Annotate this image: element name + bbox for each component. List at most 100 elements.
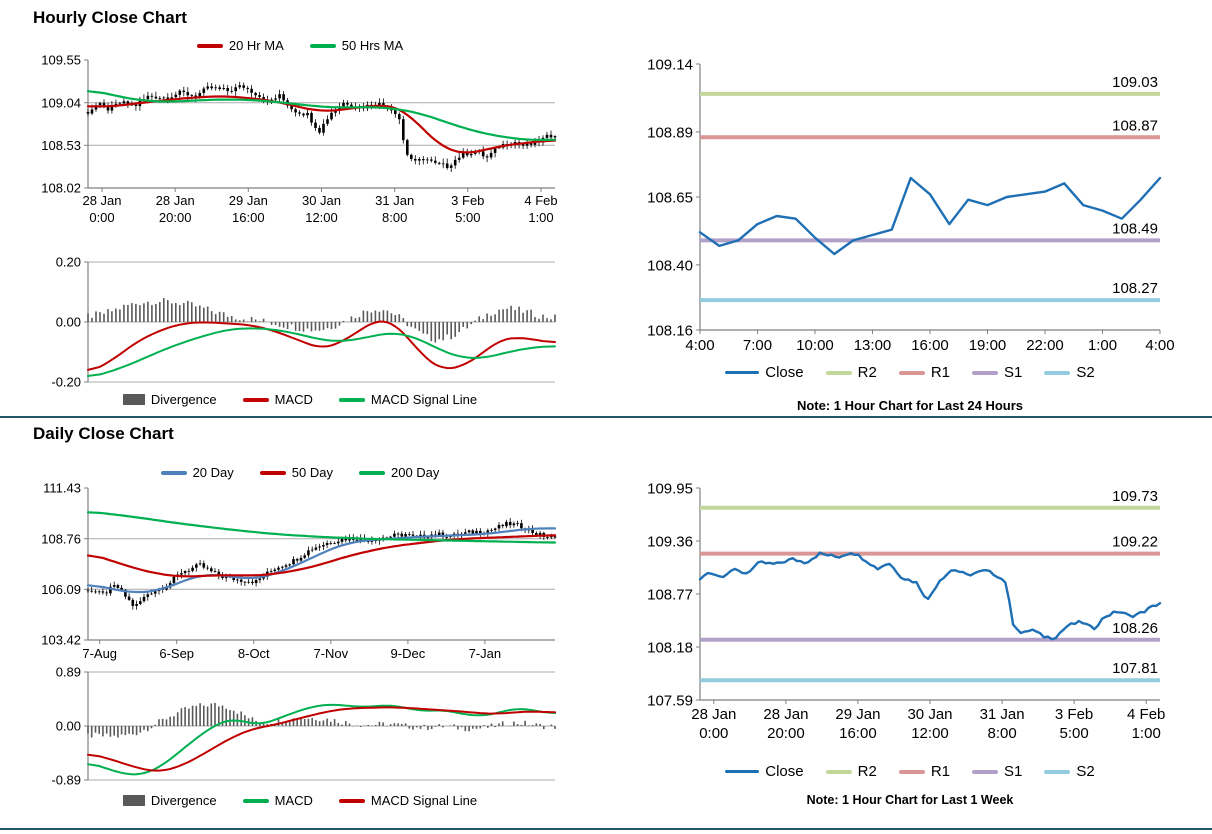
bottom-divider [0, 828, 1212, 830]
legend-label: Close [765, 364, 804, 381]
ma50d-line-swatch [259, 470, 286, 475]
svg-text:1:00: 1:00 [1132, 725, 1161, 742]
legend-label: 50 Hrs MA [341, 38, 404, 53]
svg-text:109.04: 109.04 [41, 95, 81, 110]
ma50-line-swatch [309, 43, 336, 48]
svg-text:107.81: 107.81 [1112, 660, 1158, 677]
divergence-swatch [122, 795, 145, 806]
legend-label: S1 [1004, 364, 1023, 381]
svg-text:108.89: 108.89 [647, 124, 693, 141]
legend-label: MACD Signal Line [370, 392, 478, 407]
svg-text:9-Dec: 9-Dec [391, 646, 426, 661]
svg-text:29 Jan: 29 Jan [835, 706, 880, 723]
svg-text:4:00: 4:00 [1145, 337, 1174, 354]
legend-item-close: Close [725, 763, 804, 780]
s1-swatch [972, 370, 998, 375]
svg-text:108.76: 108.76 [41, 531, 81, 546]
section-divider [0, 416, 1212, 418]
ma20d-line-swatch [160, 470, 187, 475]
svg-text:7-Aug: 7-Aug [82, 646, 117, 661]
svg-text:12:00: 12:00 [911, 725, 949, 742]
r1-swatch [898, 370, 925, 375]
svg-text:16:00: 16:00 [839, 725, 877, 742]
svg-text:-0.89: -0.89 [51, 773, 81, 788]
legend-label: R2 [857, 763, 877, 780]
svg-text:16:00: 16:00 [232, 210, 265, 225]
legend-label: S2 [1076, 763, 1095, 780]
svg-text:8:00: 8:00 [987, 725, 1016, 742]
svg-text:7:00: 7:00 [743, 337, 772, 354]
hourly-macd-legend: Divergence MACD MACD Signal Line [30, 392, 570, 407]
svg-text:108.27: 108.27 [1112, 280, 1158, 297]
legend-label: MACD [274, 793, 313, 808]
legend-item-divergence: Divergence [122, 793, 217, 808]
svg-text:22:00: 22:00 [1026, 337, 1064, 354]
legend-item-macd-signal: MACD Signal Line [338, 392, 478, 407]
legend-item-r1: R1 [898, 364, 950, 381]
svg-text:106.09: 106.09 [41, 582, 81, 597]
svg-text:28 Jan: 28 Jan [156, 193, 195, 208]
hourly-sr-legend: Close R2 R1 S1 S2 [615, 364, 1205, 381]
legend-label: MACD Signal Line [370, 793, 478, 808]
svg-text:108.87: 108.87 [1112, 117, 1158, 134]
macd-signal-line-swatch [338, 798, 365, 803]
svg-text:109.03: 109.03 [1112, 74, 1158, 91]
svg-text:13:00: 13:00 [854, 337, 892, 354]
svg-text:108.77: 108.77 [647, 586, 693, 603]
s2-swatch [1044, 370, 1071, 375]
legend-label: Divergence [150, 392, 217, 407]
hourly-ma-legend: 20 Hr MA 50 Hrs MA [30, 38, 570, 53]
svg-text:30 Jan: 30 Jan [302, 193, 341, 208]
svg-text:4 Feb: 4 Feb [524, 193, 557, 208]
legend-label: 50 Day [291, 465, 333, 480]
svg-text:3 Feb: 3 Feb [451, 193, 484, 208]
daily-sr-legend: Close R2 R1 S1 S2 [615, 763, 1205, 780]
s2-swatch [1044, 769, 1071, 774]
svg-text:6-Sep: 6-Sep [159, 646, 194, 661]
svg-text:8-Oct: 8-Oct [238, 646, 270, 661]
legend-item-20hr-ma: 20 Hr MA [196, 38, 284, 53]
svg-text:0.89: 0.89 [56, 665, 81, 680]
legend-item-macd: MACD [242, 392, 313, 407]
svg-text:7-Nov: 7-Nov [313, 646, 348, 661]
svg-text:107.59: 107.59 [647, 692, 693, 709]
svg-text:108.26: 108.26 [1112, 620, 1158, 637]
svg-text:111.43: 111.43 [43, 481, 81, 496]
svg-text:108.02: 108.02 [41, 181, 81, 196]
svg-text:109.73: 109.73 [1112, 488, 1158, 505]
svg-text:1:00: 1:00 [528, 210, 553, 225]
svg-text:20:00: 20:00 [159, 210, 192, 225]
svg-text:16:00: 16:00 [911, 337, 949, 354]
svg-text:5:00: 5:00 [1059, 725, 1088, 742]
legend-label: S1 [1004, 763, 1023, 780]
macd-signal-line-swatch [338, 397, 365, 402]
legend-label: R2 [857, 364, 877, 381]
ma20-line-swatch [196, 43, 223, 48]
r2-swatch [825, 370, 852, 375]
legend-label: Close [765, 763, 804, 780]
svg-text:108.49: 108.49 [1112, 220, 1158, 237]
close-line-swatch [725, 770, 760, 773]
macd-line-swatch [242, 397, 269, 402]
svg-text:0:00: 0:00 [699, 725, 728, 742]
close-line-swatch [725, 371, 760, 374]
legend-item-s1: S1 [972, 763, 1022, 780]
svg-text:19:00: 19:00 [969, 337, 1007, 354]
legend-label: 200 Day [390, 465, 440, 480]
svg-text:0.00: 0.00 [56, 315, 81, 330]
svg-text:109.55: 109.55 [41, 53, 81, 68]
svg-text:7-Jan: 7-Jan [469, 646, 502, 661]
svg-text:28 Jan: 28 Jan [82, 193, 121, 208]
legend-item-s2: S2 [1044, 763, 1095, 780]
svg-text:108.40: 108.40 [647, 257, 693, 274]
r1-swatch [898, 769, 925, 774]
svg-text:0:00: 0:00 [89, 210, 114, 225]
legend-label: Divergence [150, 793, 217, 808]
legend-label: MACD [274, 392, 313, 407]
legend-item-macd: MACD [242, 793, 313, 808]
daily-sr-note: Note: 1 Hour Chart for Last 1 Week [806, 793, 1014, 807]
legend-label: S2 [1076, 364, 1095, 381]
